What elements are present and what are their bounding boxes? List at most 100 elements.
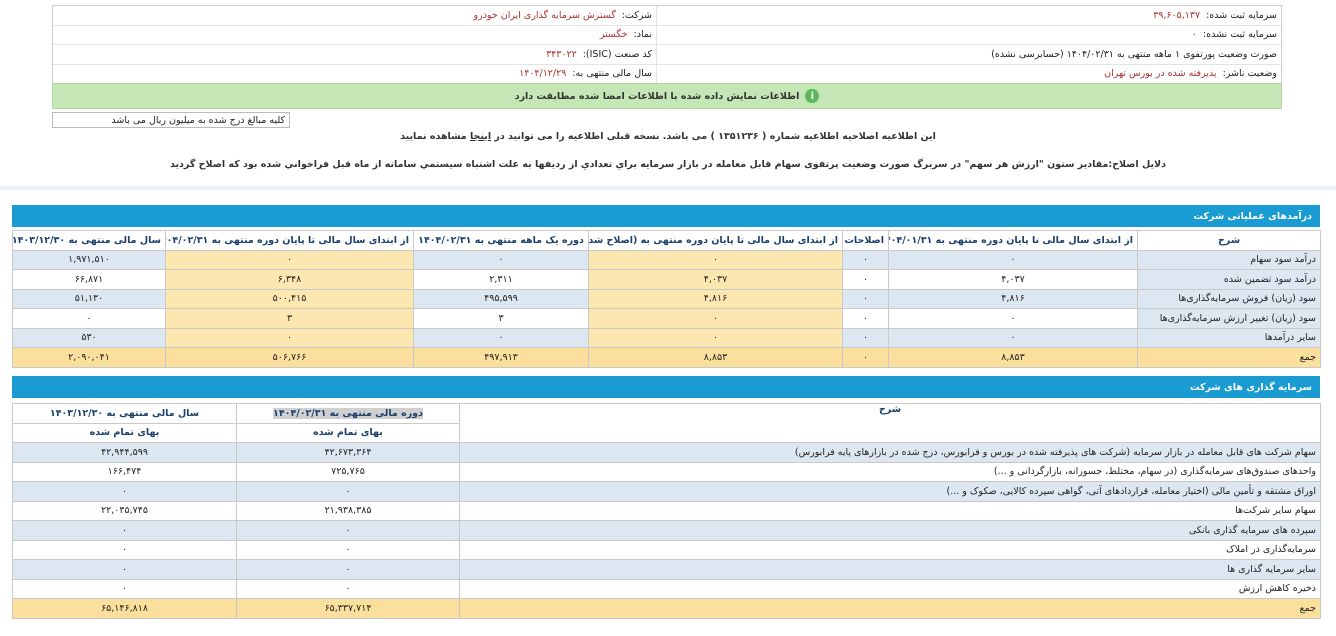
cell: ۰ (888, 249, 1138, 270)
verified-bar: i اطلاعات نمایش داده شده با اطلاعات امضا … (52, 83, 1282, 109)
row-label: ذخیره کاهش ارزش (459, 578, 1321, 599)
unit-box: کلیه مبالغ درج شده به میلیون ریال می باش… (52, 112, 290, 128)
correction-reason: دلایل اصلاح:مقادیر ستون "ارزش هر سهم" در… (169, 159, 1166, 170)
row-label: سهام شرکت های قابل معامله در بازار سرمای… (459, 442, 1321, 463)
cell: ۲۲,۰۳۵,۷۴۵ (12, 500, 237, 521)
header-row: شرح از ابتدای سال مالی تا پایان دوره منته… (12, 230, 1321, 251)
cell: ۶۵,۳۳۷,۷۱۴ (236, 598, 460, 619)
column-title: شرح (878, 404, 902, 416)
table-row: سهام سایر شرکت‌ها ۲۱,۹۳۸,۳۸۵ ۲۲,۰۳۵,۷۴۵ (12, 500, 1321, 521)
column-header: اصلاحات (842, 230, 889, 251)
cell: ۰ (842, 269, 889, 290)
column-header: دوره مالی منتهی به ۱۴۰۴/۰۲/۳۱ (236, 403, 460, 424)
table-row: درآمد سود تضمین شده ۴,۰۳۷ ۰ ۴,۰۳۷ ۲,۳۱۱ ۶,۳۴۸… (12, 269, 1321, 290)
header-cell: نماد: خگستر (53, 26, 656, 45)
cell: ۰ (12, 559, 237, 580)
cell: ۱,۹۷۱,۵۱۰ (12, 249, 166, 270)
header-cell: سرمایه ثبت شده: ۳۹,۶۰۵,۱۳۷ (656, 6, 1281, 25)
cell: ۷۲۵,۷۶۵ (236, 461, 460, 482)
cell: ۳ (165, 308, 414, 329)
cell: ۶۵,۱۴۶,۸۱۸ (12, 598, 237, 619)
cell: ۰ (12, 308, 166, 329)
row-label: واحدهای صندوق‌های سرمایه‌گذاری (در سهام،… (459, 461, 1321, 482)
row-label: سپرده های سرمایه گذاری بانکی (459, 520, 1321, 541)
column-header: سال مالی منتهی به ۱۴۰۳/۱۲/۳۰ (12, 230, 166, 251)
header-row: سال مالی منتهی به: ۱۴۰۴/۱۲/۲۹ وضعیت ناشر: پ… (53, 64, 1281, 83)
cell: ۰ (165, 327, 414, 348)
note-text: مشاهده نمایید (400, 131, 467, 142)
cell: ۰ (236, 520, 460, 541)
row-label: سایر درآمدها (1137, 327, 1321, 348)
cell: ۰ (236, 578, 460, 599)
cell: ۴,۰۳۷ (888, 269, 1138, 290)
cell: ۶,۳۴۸ (165, 269, 414, 290)
row-label: سود (زیان) تغییر ارزش سرمایه‌گذاری‌ها (1137, 308, 1321, 329)
field-value: ۳۹,۶۰۵,۱۳۷ (1153, 9, 1201, 21)
cell: ۲۱,۹۳۸,۳۸۵ (236, 500, 460, 521)
previous-link[interactable]: اینجا (469, 131, 492, 142)
cell: ۰ (413, 327, 589, 348)
cell: ۸,۸۵۳ (888, 347, 1138, 368)
field-value: ۰ (1191, 29, 1197, 41)
separator (0, 186, 1336, 190)
cell: ۰ (588, 249, 843, 270)
header-row: کد صنعت (ISIC): ۳۴۳۰۲۲ صورت وضعیت پورتفوی … (53, 45, 1281, 65)
table-row: سپرده های سرمایه گذاری بانکی ۰ ۰ (12, 520, 1321, 541)
header-box: شرکت: گسترش سرمایه گذاری ایران خودرو سرمای… (52, 5, 1282, 85)
cell: ۰ (236, 559, 460, 580)
field-value: خگستر (599, 29, 628, 41)
row-label: اوراق مشتقه و تأمین مالی (اختیار معامله،… (459, 481, 1321, 502)
column-header: شرح (459, 403, 1321, 443)
column-subheader: بهای تمام شده (12, 422, 237, 443)
cell: ۴۹۷,۹۱۳ (413, 347, 589, 368)
row-label: جمع (1137, 347, 1321, 368)
cell: ۴,۸۱۶ (888, 288, 1138, 309)
header-row: بهای تمام شده بهای تمام شده (12, 422, 1321, 443)
header-cell: کد صنعت (ISIC): ۳۴۳۰۲۲ (53, 45, 656, 64)
cell: ۰ (588, 327, 843, 348)
field-label: سرمایه ثبت شده: (1206, 9, 1277, 21)
note-text: این اطلاعیه اصلاحیه اطلاعیه شماره ( ۱۳۵۱… (494, 131, 936, 142)
cell: ۵۳۰ (12, 327, 166, 348)
column-title: سال مالی منتهی به ۱۴۰۳/۱۲/۳۰ (49, 407, 200, 419)
column-header: دوره یک ماهه منتهی به ۱۴۰۴/۰۲/۳۱ (413, 230, 589, 251)
cell: ۰ (12, 481, 237, 502)
cell: ۰ (236, 539, 460, 560)
cell: ۵۰۶,۷۶۶ (165, 347, 414, 368)
column-header: سال مالی منتهی به ۱۴۰۳/۱۲/۳۰ (12, 403, 237, 424)
cell: ۴,۰۳۷ (588, 269, 843, 290)
header-cell: سرمایه ثبت نشده: ۰ (656, 25, 1281, 44)
field-value: پذیرفته شده در بورس تهران (1104, 68, 1217, 80)
cell: ۰ (842, 249, 889, 270)
operating-table: شرح از ابتدای سال مالی تا پایان دوره منته… (12, 230, 1321, 368)
table-row: سود (زیان) تغییر ارزش سرمایه‌گذاری‌ها ۰ ۰ ۰… (12, 308, 1321, 329)
verified-text: اطلاعات نمایش داده شده با اطلاعات امضا ش… (514, 90, 800, 102)
header-row: شرح دوره مالی منتهی به ۱۴۰۴/۰۲/۳۱ سال مالی… (12, 403, 1321, 443)
field-value: ۳۴۳۰۲۲ (546, 48, 577, 60)
table-row: درآمد سود سهام ۰ ۰ ۰ ۰ ۰ ۱,۹۷۱,۵۱۰ (12, 249, 1321, 270)
row-label: درآمد سود سهام (1137, 249, 1321, 270)
table-row: سایر سرمایه گذاری ها ۰ ۰ (12, 559, 1321, 580)
table-row: سود (زیان) فروش سرمایه‌گذاری‌ها ۴,۸۱۶ ۰ ۴,۸… (12, 288, 1321, 309)
cell: ۰ (888, 327, 1138, 348)
cell: ۰ (842, 288, 889, 309)
row-label: جمع (459, 598, 1321, 619)
table-row: اوراق مشتقه و تأمین مالی (اختیار معامله،… (12, 481, 1321, 502)
column-header: از ابتدای سال مالی تا پایان دوره منتهی ب… (588, 230, 843, 251)
cell: ۰ (12, 539, 237, 560)
cell: ۴۲,۶۷۳,۳۶۴ (236, 442, 460, 463)
cell: ۳ (413, 308, 589, 329)
column-header: شرح (1137, 230, 1321, 251)
info-icon: i (805, 89, 820, 103)
table-row: جمع ۶۵,۳۳۷,۷۱۴ ۶۵,۱۴۶,۸۱۸ (12, 598, 1321, 619)
header-cell: صورت وضعیت پورتفوی ۱ ماهه منتهی به ۱۴۰۴/… (656, 45, 1281, 64)
field-label: سرمایه ثبت نشده: (1202, 29, 1277, 41)
table-row: سرمایه‌گذاری در املاک ۰ ۰ (12, 539, 1321, 560)
field-label: نماد: (633, 29, 652, 41)
cell: ۰ (588, 308, 843, 329)
header-row: نماد: خگستر سرمایه ثبت نشده: ۰ (53, 25, 1281, 45)
field-label: صورت وضعیت پورتفوی ۱ ماهه منتهی به ۱۴۰۴/… (991, 48, 1277, 60)
row-label: سود (زیان) فروش سرمایه‌گذاری‌ها (1137, 288, 1321, 309)
cell: ۰ (236, 481, 460, 502)
